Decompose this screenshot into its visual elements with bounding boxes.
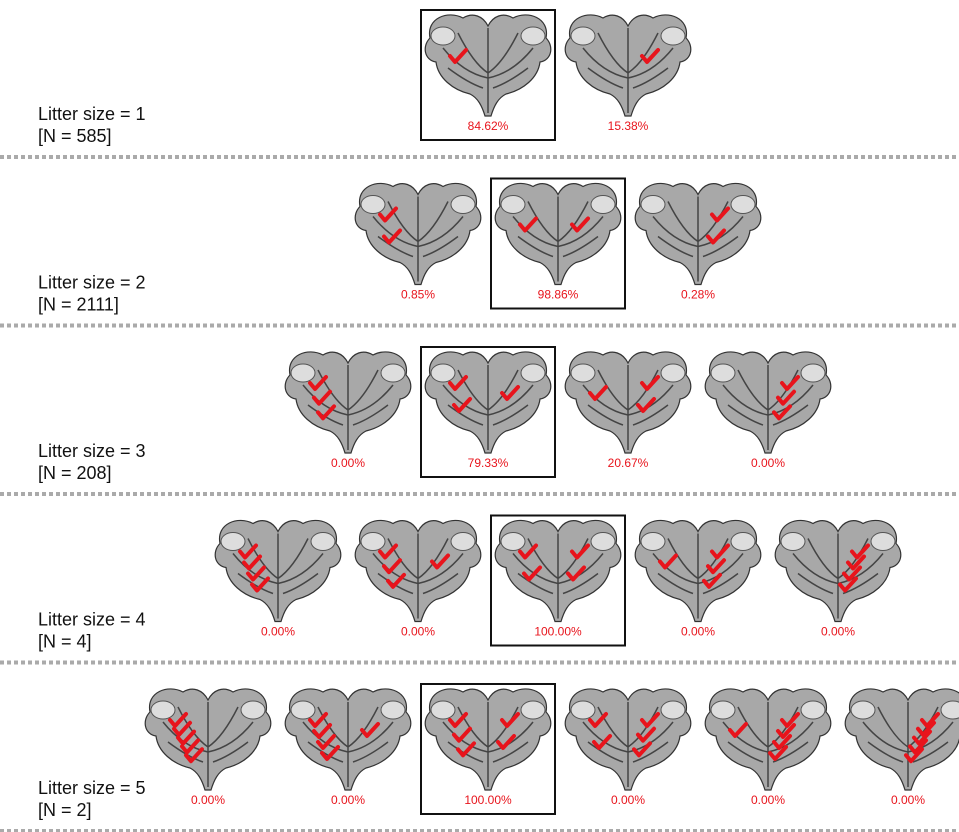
row-label: Litter size = 1 — [38, 104, 146, 124]
percentage: 79.33% — [468, 456, 509, 470]
percentage: 100.00% — [534, 625, 582, 639]
uterus-image — [425, 15, 551, 116]
percentage: 0.00% — [751, 456, 785, 470]
uterus-image — [845, 689, 959, 790]
row-label: Litter size = 5 — [38, 778, 146, 798]
uterus-image — [495, 183, 621, 284]
uterus-image — [565, 15, 691, 116]
uterus-image — [285, 689, 411, 790]
uterus-image — [425, 352, 551, 453]
percentage: 0.00% — [261, 625, 295, 639]
uterus-image — [425, 689, 551, 790]
uterus-image — [705, 689, 831, 790]
uterus-image — [215, 520, 341, 621]
percentage: 0.00% — [821, 625, 855, 639]
row-count: [N = 4] — [38, 632, 92, 652]
uterus-image — [355, 183, 481, 284]
figure: Litter size = 1[N = 585] 84.62% 15.38% Litt… — [0, 0, 959, 832]
percentage: 0.00% — [681, 625, 715, 639]
uterus-image — [565, 352, 691, 453]
row-label: Litter size = 3 — [38, 441, 146, 461]
row-label: Litter size = 4 — [38, 610, 146, 630]
percentage: 0.85% — [401, 288, 435, 302]
percentage: 98.86% — [538, 288, 579, 302]
uterus-image — [635, 520, 761, 621]
row-count: [N = 585] — [38, 126, 112, 146]
percentage: 0.00% — [401, 625, 435, 639]
uterus-image — [775, 520, 901, 621]
uterus-image — [145, 689, 271, 790]
percentage: 0.00% — [611, 793, 645, 807]
row-count: [N = 2111] — [38, 295, 119, 315]
percentage: 20.67% — [608, 456, 649, 470]
uterus-image — [495, 520, 621, 621]
uterus-image — [285, 352, 411, 453]
uterus-image — [705, 352, 831, 453]
percentage: 0.00% — [751, 793, 785, 807]
percentage: 15.38% — [608, 119, 649, 133]
percentage: 0.00% — [891, 793, 925, 807]
uterus-image — [355, 520, 481, 621]
row-count: [N = 208] — [38, 463, 112, 483]
percentage: 0.00% — [331, 793, 365, 807]
row-count: [N = 2] — [38, 800, 92, 820]
percentage: 0.00% — [191, 793, 225, 807]
uterus-image — [635, 183, 761, 284]
percentage: 100.00% — [464, 793, 512, 807]
row-label: Litter size = 2 — [38, 273, 146, 293]
uterus-image — [565, 689, 691, 790]
percentage: 0.28% — [681, 288, 715, 302]
percentage: 84.62% — [468, 119, 509, 133]
percentage: 0.00% — [331, 456, 365, 470]
